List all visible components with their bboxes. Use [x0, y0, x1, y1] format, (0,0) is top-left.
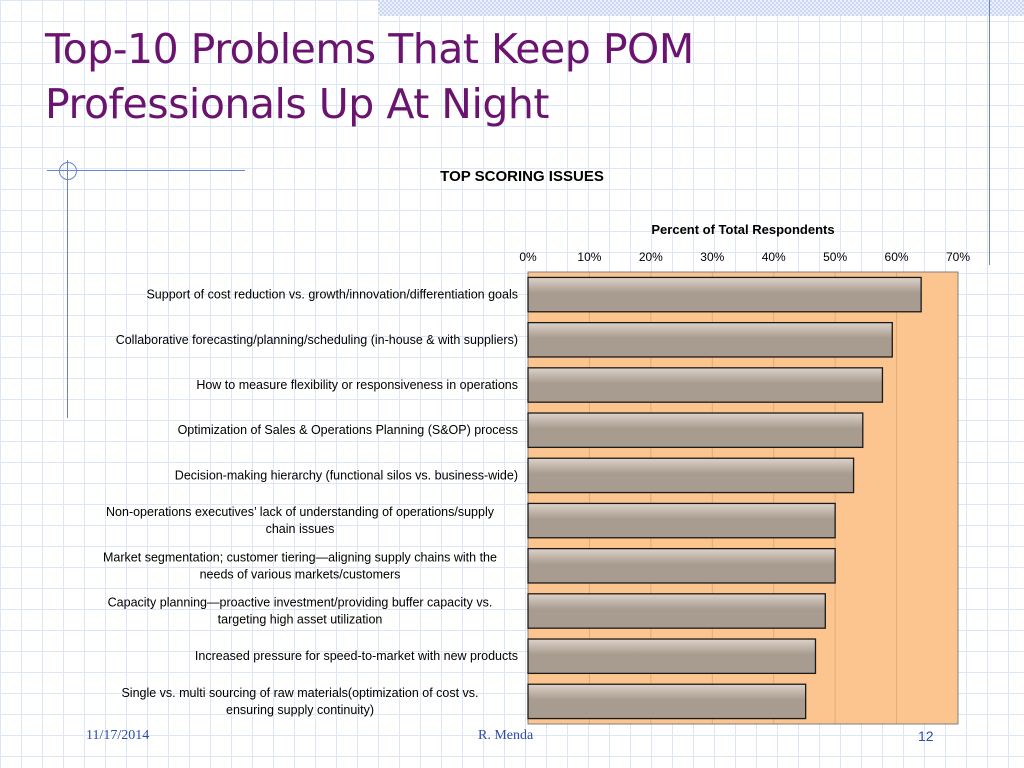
bar	[527, 502, 836, 539]
x-tick-label: 20%	[639, 250, 663, 264]
corner-pattern-decoration	[378, 0, 1024, 16]
x-tick-label: 60%	[885, 250, 909, 264]
category-label: Market segmentation; customer tiering—al…	[103, 550, 497, 581]
x-axis-title: Percent of Total Respondents	[651, 222, 835, 237]
category-label: Collaborative forecasting/planning/sched…	[116, 333, 518, 347]
x-tick-label: 70%	[946, 250, 970, 264]
category-label: Increased pressure for speed-to-market w…	[195, 649, 518, 663]
footer-author: R. Menda	[478, 728, 534, 743]
slide-title-line-2: Professionals Up At Night	[45, 80, 549, 128]
x-tick-label: 0%	[519, 250, 537, 264]
x-tick-label: 40%	[762, 250, 786, 264]
bar	[527, 457, 855, 494]
left-rule-horizontal	[47, 170, 245, 171]
bar	[527, 683, 807, 720]
category-label: Optimization of Sales & Operations Plann…	[178, 423, 518, 437]
right-rule-line	[989, 0, 990, 265]
plot-border	[527, 271, 959, 725]
category-label: How to measure flexibility or responsive…	[196, 378, 518, 392]
slide-title-line-1: Top-10 Problems That Keep POM	[45, 25, 694, 73]
bar	[527, 321, 893, 358]
bar	[527, 638, 817, 675]
x-tick-label: 10%	[577, 250, 601, 264]
rule-circle-ornament	[59, 162, 77, 180]
category-label: Capacity planning—proactive investment/p…	[108, 596, 493, 627]
x-tick-label: 50%	[823, 250, 847, 264]
footer-page-number: 12	[918, 728, 934, 744]
bar	[527, 593, 826, 629]
x-tick-label: 30%	[700, 250, 724, 264]
bar	[527, 367, 884, 403]
footer-date: 11/17/2014	[86, 728, 150, 743]
slide-title: Top-10 Problems That Keep POM Profession…	[45, 22, 945, 132]
left-rule-vertical	[67, 160, 68, 418]
bar	[527, 412, 864, 449]
bar	[527, 547, 836, 584]
bar	[527, 276, 922, 313]
category-label: Non-operations executives’ lack of under…	[106, 505, 495, 536]
category-label: Decision-making hierarchy (functional si…	[175, 468, 518, 482]
chart-title: TOP SCORING ISSUES	[440, 168, 604, 185]
category-label: Support of cost reduction vs. growth/inn…	[146, 288, 518, 302]
category-label: Single vs. multi sourcing of raw materia…	[121, 686, 478, 717]
